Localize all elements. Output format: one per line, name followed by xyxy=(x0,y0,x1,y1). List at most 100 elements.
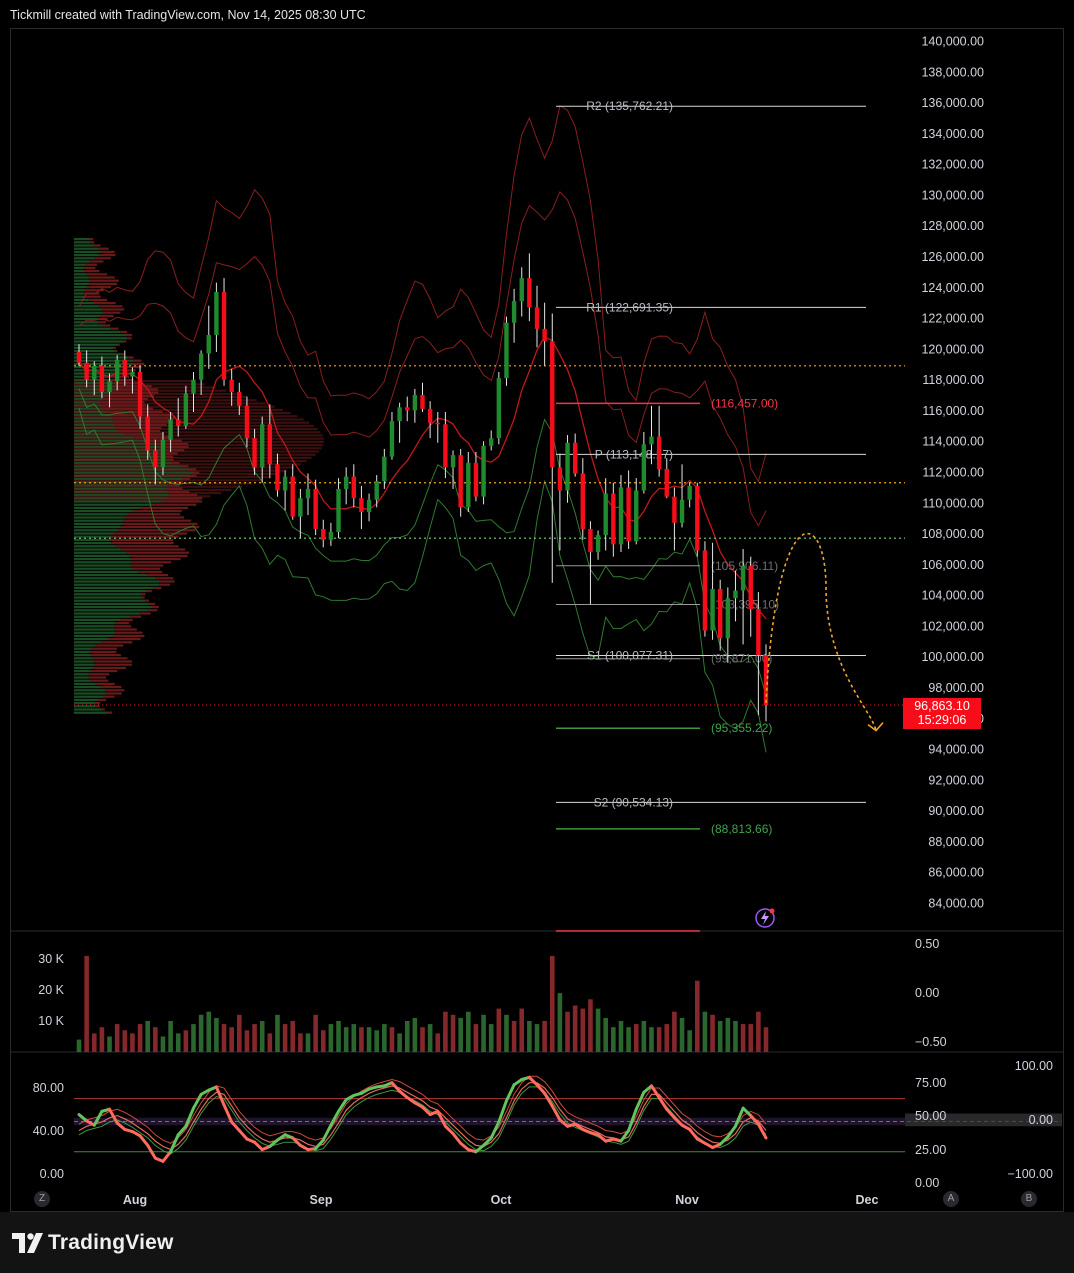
profile-bar-up xyxy=(74,350,115,353)
volume-bar-down xyxy=(748,1024,754,1052)
lightning-bolt-icon xyxy=(761,911,769,925)
profile-bar-down xyxy=(88,676,107,679)
profile-bar-up xyxy=(74,340,124,343)
candle-up xyxy=(511,301,517,323)
volume-bar-down xyxy=(298,1033,303,1052)
profile-bar-up xyxy=(74,314,101,317)
profile-bar-down xyxy=(107,394,155,397)
profile-bar-up xyxy=(74,439,144,442)
volume-bar-down xyxy=(221,1024,227,1052)
profile-bar-up xyxy=(74,609,149,612)
profile-bar-down xyxy=(113,634,145,637)
oscillator-axis-band xyxy=(905,1113,1062,1127)
profile-bar-down xyxy=(123,340,127,343)
profile-bar-up xyxy=(74,430,118,433)
candle-down xyxy=(267,424,273,465)
profile-bar-down xyxy=(90,238,94,241)
candle-down xyxy=(702,550,708,631)
candle-up xyxy=(107,381,112,392)
time-tick: Sep xyxy=(310,1193,333,1207)
oscillator-fast-up xyxy=(184,1106,195,1128)
profile-bar-down xyxy=(127,513,181,516)
profile-bar-down xyxy=(161,500,203,503)
profile-bar-down xyxy=(99,404,146,407)
footer-bar xyxy=(0,1212,1074,1273)
profile-value-area-bar xyxy=(74,453,316,456)
profile-value-area-bar xyxy=(74,460,307,463)
oscillator-fast-down xyxy=(230,1120,241,1132)
profile-bar-down xyxy=(168,490,190,493)
profile-bar-down xyxy=(130,561,172,564)
profile-bar-down xyxy=(120,353,125,356)
volume-bar-down xyxy=(122,1030,128,1052)
profile-bar-up xyxy=(74,282,90,285)
upper-band-inner xyxy=(78,190,767,527)
profile-bar-up xyxy=(74,711,109,714)
osc-right-tick: 75.00 xyxy=(915,1076,946,1090)
candle-down xyxy=(611,493,616,545)
profile-bar-up xyxy=(74,692,106,695)
oscillator-fast-up xyxy=(512,1078,524,1087)
volume-bar-up xyxy=(618,1021,624,1052)
price-tick: 84,000.00 xyxy=(928,897,984,911)
candle-down xyxy=(351,476,356,499)
time-tick: Aug xyxy=(123,1193,147,1207)
profile-bar-down xyxy=(159,455,174,458)
candle-down xyxy=(473,462,479,497)
profile-bar-down xyxy=(101,641,133,644)
profile-bar-down xyxy=(111,542,174,545)
profile-bar-down xyxy=(114,388,158,391)
profile-bar-up xyxy=(74,382,114,385)
volume-bar-down xyxy=(695,980,700,1052)
volume-bar-down xyxy=(183,1030,189,1052)
profile-bar-up xyxy=(74,362,134,365)
candle-up xyxy=(206,335,211,354)
candle-down xyxy=(420,395,425,409)
chart-frame[interactable] xyxy=(10,28,1064,1212)
projection-arrowhead xyxy=(867,722,884,732)
osc-right-tick: 0.00 xyxy=(915,1176,939,1190)
oscillator-fast-down xyxy=(451,1132,463,1145)
profile-value-area-bar xyxy=(74,485,242,488)
auto-scale-button[interactable]: A xyxy=(943,1191,959,1207)
profile-bar-down xyxy=(90,241,95,244)
profile-bar-up xyxy=(74,244,95,247)
price-tick: 116,000.00 xyxy=(922,404,984,418)
profile-value-area-bar xyxy=(74,479,262,482)
profile-bar-up xyxy=(74,343,118,346)
profile-bar-up xyxy=(74,465,182,468)
profile-value-area-bar xyxy=(74,447,322,450)
candle-up xyxy=(382,456,387,482)
profile-bar-down xyxy=(130,564,164,567)
profile-bar-down xyxy=(94,663,132,666)
oscillator-fast-down xyxy=(543,1091,554,1108)
profile-bar-down xyxy=(105,689,125,692)
profile-value-area-bar xyxy=(74,495,211,498)
timezone-button[interactable]: Z xyxy=(34,1191,50,1207)
profile-bar-up xyxy=(74,398,103,401)
projection-arrow xyxy=(755,532,884,928)
volume-pane: 30 K 20 K 10 K 0.50 0.00 −0.50 xyxy=(38,937,947,1052)
profile-bar-down xyxy=(159,580,175,583)
price-tick: 128,000.00 xyxy=(921,219,984,233)
profile-bar-down xyxy=(167,497,203,500)
last-price-value: 96,863.10 xyxy=(914,699,970,713)
candle-down xyxy=(145,416,150,451)
profile-bar-up xyxy=(74,298,89,301)
volume-bar-up xyxy=(611,1027,616,1052)
bollinger-bands xyxy=(78,105,767,753)
oscillator-fast-up xyxy=(733,1106,745,1128)
profile-bar-down xyxy=(163,458,174,461)
candle-down xyxy=(580,473,585,529)
volume-bar-up xyxy=(198,1014,204,1052)
profile-value-area-bar xyxy=(74,450,320,453)
profile-bar-down xyxy=(113,382,143,385)
log-scale-button[interactable]: B xyxy=(1021,1191,1037,1207)
volume-bar-up xyxy=(603,1017,608,1052)
profile-bar-up xyxy=(74,705,96,708)
chart-canvas[interactable]: R2 (135,762.21) R1 (122,691.35) P (113,148… xyxy=(0,0,1074,1212)
profile-bar-up xyxy=(74,538,110,541)
volume-bar-up xyxy=(679,1017,685,1052)
price-tick: 108,000.00 xyxy=(921,527,984,541)
time-axis: Aug Sep Oct Nov Dec xyxy=(123,1193,879,1207)
